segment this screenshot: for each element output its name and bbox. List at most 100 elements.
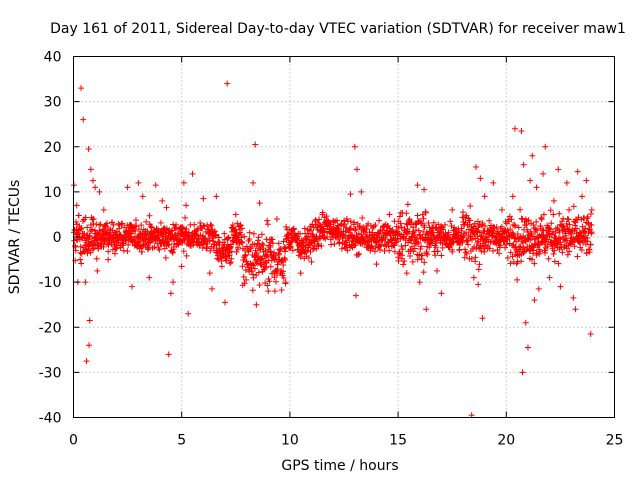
- data-point: [542, 143, 549, 150]
- data-point: [386, 211, 393, 218]
- data-point: [86, 342, 93, 349]
- data-point: [73, 202, 80, 209]
- data-point: [221, 299, 228, 306]
- data-point: [416, 279, 423, 286]
- axes-layer: 0 5 10 15 20 25 -40 -30 -20 -10 0 10 20 30 40: [39, 50, 624, 449]
- data-point: [535, 285, 542, 292]
- data-point: [96, 188, 103, 195]
- data-point: [319, 211, 326, 218]
- data-point: [250, 179, 257, 186]
- data-point: [449, 206, 456, 213]
- data-point: [518, 127, 525, 134]
- data-point: [358, 188, 365, 195]
- y-tick-label: 10: [44, 185, 62, 201]
- data-point: [208, 285, 215, 292]
- data-point: [163, 204, 170, 211]
- x-tick-label: 20: [497, 433, 515, 449]
- data-point: [550, 197, 557, 204]
- y-tick-label: -40: [39, 411, 62, 427]
- x-tick-label: 10: [281, 433, 299, 449]
- data-point: [180, 179, 187, 186]
- data-point: [557, 283, 564, 290]
- data-point: [282, 279, 289, 286]
- data-point: [403, 270, 410, 277]
- data-point: [146, 274, 153, 281]
- data-point: [533, 184, 540, 191]
- data-point: [555, 166, 562, 173]
- data-point: [563, 179, 570, 186]
- data-point: [80, 116, 87, 123]
- x-tick-label: 15: [389, 433, 407, 449]
- data-point: [165, 351, 172, 358]
- data-point: [265, 288, 272, 295]
- data-point: [498, 206, 505, 213]
- data-point: [540, 170, 547, 177]
- data-point: [519, 369, 526, 376]
- data-point: [89, 177, 96, 184]
- data-point: [351, 143, 358, 150]
- data-point: [159, 197, 166, 204]
- data-point: [232, 211, 239, 218]
- data-point: [570, 294, 577, 301]
- data-point: [566, 206, 573, 213]
- data-point: [473, 164, 480, 171]
- y-tick-label: 0: [53, 230, 62, 246]
- data-point: [423, 306, 430, 313]
- data-point: [200, 195, 207, 202]
- data-point: [479, 315, 486, 322]
- y-tick-label: -30: [39, 365, 62, 381]
- x-tick-label: 25: [606, 433, 624, 449]
- data-point: [587, 331, 594, 338]
- data-point: [167, 290, 174, 297]
- data-point: [477, 175, 484, 182]
- data-point: [347, 191, 354, 198]
- data-point: [128, 283, 135, 290]
- data-points-layer: [70, 80, 595, 419]
- data-point: [85, 146, 92, 153]
- data-point: [524, 344, 531, 351]
- data-point: [460, 209, 467, 216]
- y-tick-label: -10: [39, 275, 62, 291]
- data-point: [100, 206, 107, 213]
- data-point: [475, 281, 482, 288]
- y-axis-label: SDTVAR / TECUs: [7, 180, 23, 295]
- data-point: [574, 168, 581, 175]
- data-point: [470, 274, 477, 281]
- data-point: [490, 179, 497, 186]
- data-point: [256, 200, 263, 207]
- chart-title: Day 161 of 2011, Sidereal Day-to-day VTE…: [50, 21, 626, 37]
- y-tick-label: 30: [44, 95, 62, 111]
- data-point: [78, 85, 85, 92]
- data-point: [206, 270, 213, 277]
- data-point: [183, 202, 190, 209]
- data-point: [514, 276, 521, 283]
- data-point: [511, 125, 518, 132]
- data-point: [481, 193, 488, 200]
- data-point: [588, 206, 595, 213]
- x-tick-label: 5: [177, 433, 186, 449]
- data-point: [82, 279, 89, 286]
- data-point: [579, 193, 586, 200]
- data-point: [83, 358, 90, 365]
- data-point: [273, 215, 280, 222]
- x-axis-label: GPS time / hours: [281, 458, 398, 474]
- data-point: [520, 161, 527, 168]
- data-point: [87, 166, 94, 173]
- data-point: [509, 193, 516, 200]
- data-point: [352, 292, 359, 299]
- data-point: [135, 179, 142, 186]
- data-point: [139, 193, 146, 200]
- x-tick-label: 0: [69, 433, 78, 449]
- data-point: [189, 170, 196, 177]
- data-point: [395, 254, 402, 261]
- y-tick-label: 40: [44, 50, 62, 66]
- data-point: [224, 80, 231, 87]
- data-point: [178, 263, 185, 270]
- data-point: [86, 317, 93, 324]
- data-point: [531, 297, 538, 304]
- data-point: [572, 306, 579, 313]
- data-point: [434, 267, 441, 274]
- data-point: [152, 182, 159, 189]
- data-point: [308, 258, 315, 265]
